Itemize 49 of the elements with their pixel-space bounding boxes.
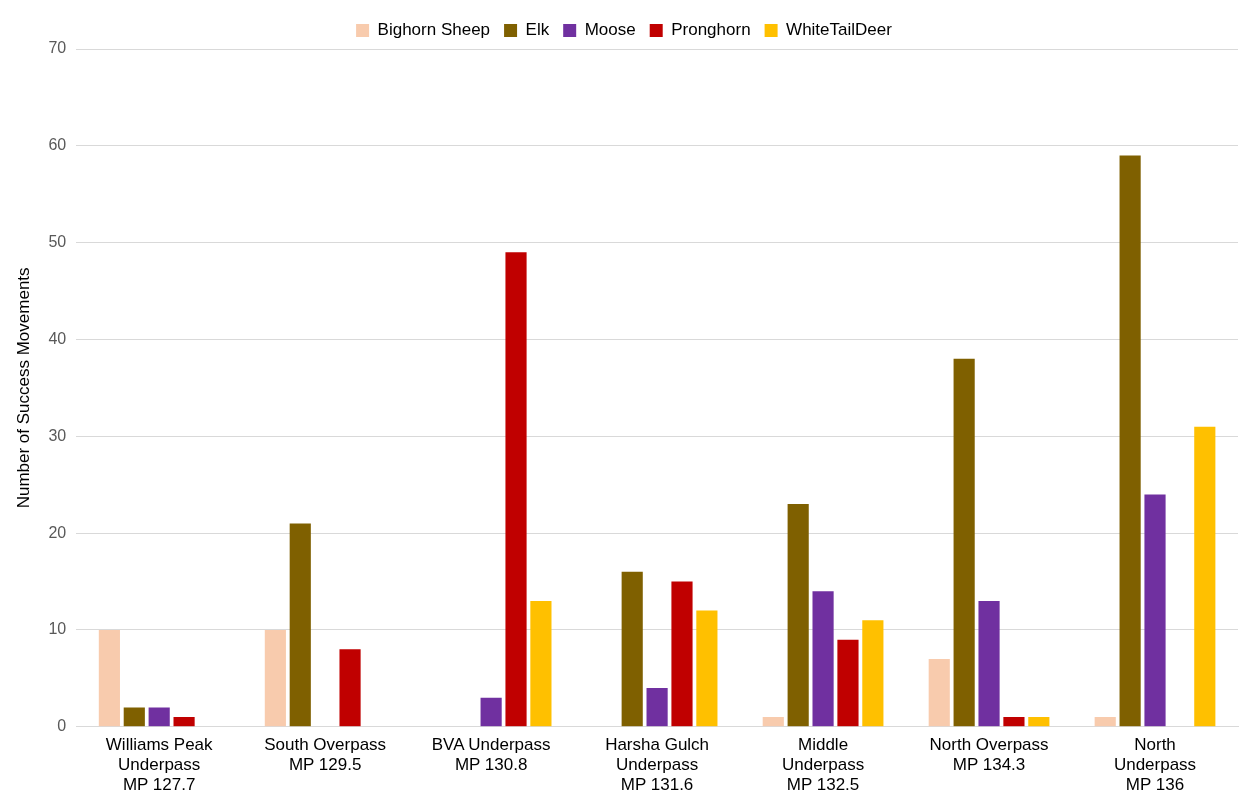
y-axis-title: Number of Success Movements xyxy=(13,267,33,509)
bar xyxy=(812,591,834,727)
legend-label: Moose xyxy=(584,20,636,40)
bar xyxy=(1094,717,1116,727)
bar xyxy=(339,649,361,727)
bar xyxy=(762,717,784,727)
y-tick-label: 20 xyxy=(48,523,67,541)
bar xyxy=(264,629,286,727)
x-tick-label: South Overpass MP 129.5 xyxy=(264,734,387,775)
y-tick-label: 40 xyxy=(48,329,67,347)
legend-label: Pronghorn xyxy=(671,20,751,40)
bar xyxy=(123,707,145,727)
bar xyxy=(862,620,884,727)
bar xyxy=(505,252,527,727)
x-tick-label: Harsha Gulch Underpass MP 131.6 xyxy=(605,734,710,795)
bar xyxy=(953,358,975,727)
legend-label: WhiteTailDeer xyxy=(786,20,893,40)
y-tick-label: 30 xyxy=(48,426,67,444)
bar xyxy=(1144,494,1166,727)
bar xyxy=(621,571,643,727)
bar xyxy=(837,639,859,727)
x-tick-label: North Underpass MP 136 xyxy=(1113,734,1197,795)
bar xyxy=(978,600,1000,727)
bar xyxy=(173,717,195,727)
y-tick-label: 10 xyxy=(48,620,67,638)
bar xyxy=(480,697,502,727)
bar xyxy=(148,707,170,727)
x-tick-label: Middle Underpass MP 132.5 xyxy=(781,734,865,795)
bar xyxy=(1028,717,1050,727)
x-tick-label: North Overpass MP 134.3 xyxy=(929,734,1049,775)
bar xyxy=(289,523,311,727)
bar xyxy=(98,629,120,727)
bar xyxy=(530,600,552,727)
bar xyxy=(787,504,809,727)
y-tick-label: 60 xyxy=(48,136,67,154)
bar xyxy=(928,659,950,727)
bar xyxy=(646,688,668,727)
y-tick-label: 50 xyxy=(48,233,67,251)
bar xyxy=(1003,717,1025,727)
y-tick-label: 70 xyxy=(48,39,67,57)
bar xyxy=(1119,155,1141,727)
bar xyxy=(1194,426,1216,727)
x-tick-label: Williams Peak Underpass MP 127.7 xyxy=(105,734,214,795)
legend-label: Bighorn Sheep xyxy=(377,20,491,40)
y-tick-label: 0 xyxy=(57,717,67,735)
x-tick-label: BVA Underpass MP 130.8 xyxy=(431,734,551,775)
legend-label: Elk xyxy=(525,20,550,40)
bar xyxy=(671,581,693,727)
bar xyxy=(696,610,718,727)
